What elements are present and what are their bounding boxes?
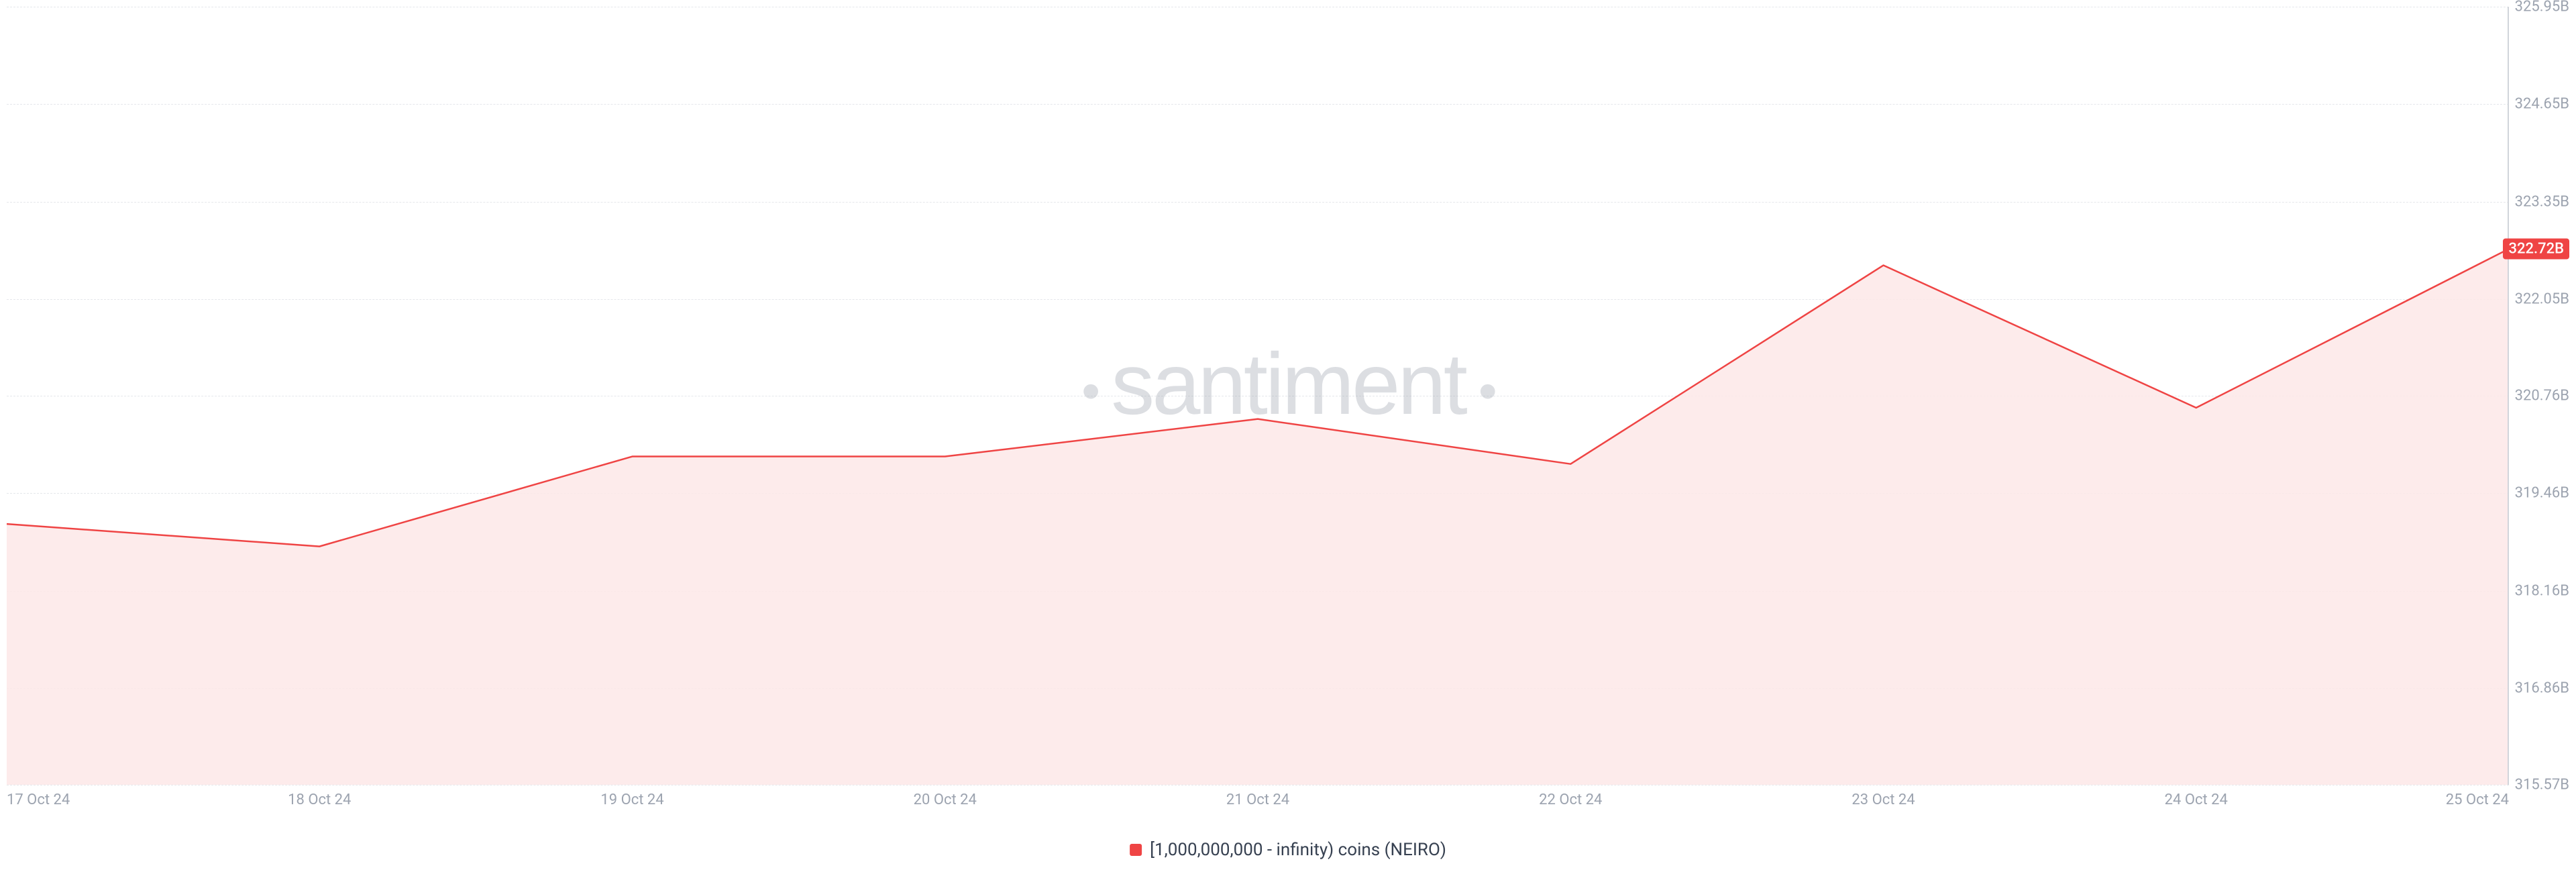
y-tick-label: 323.35B [2515,193,2569,210]
y-tick-label: 325.95B [2515,0,2569,15]
y-axis-labels: 315.57B316.86B318.16B319.46B320.76B322.0… [2509,7,2569,785]
y-tick-label: 324.65B [2515,96,2569,113]
legend: [1,000,000,000 - infinity) coins (NEIRO) [1130,840,1446,860]
x-tick-label: 24 Oct 24 [2165,792,2228,808]
y-tick-label: 319.46B [2515,485,2569,502]
x-tick-label: 22 Oct 24 [1539,792,1602,808]
x-tick-label: 20 Oct 24 [914,792,977,808]
x-tick-label: 19 Oct 24 [600,792,663,808]
y-tick-label: 320.76B [2515,388,2569,404]
legend-swatch [1130,844,1142,856]
x-axis-labels: 17 Oct 24 18 Oct 24 19 Oct 24 20 Oct 24 21 O… [7,792,2509,812]
x-tick-label: 25 Oct 24 [2446,792,2509,808]
current-value-badge: 322.72B [2503,238,2569,259]
plot-area[interactable] [7,7,2509,785]
x-tick-label: 21 Oct 24 [1226,792,1289,808]
current-value-text: 322.72B [2508,240,2564,257]
chart-container: 315.57B 316.86B 318.16B 319.46B 320.76B 322.0… [0,0,2576,872]
area-series [7,7,2509,785]
y-tick-label: 316.86B [2515,679,2569,696]
x-tick-label: 17 Oct 24 [7,792,70,808]
y-tick-label: 322.05B [2515,290,2569,307]
x-tick-label: 18 Oct 24 [288,792,351,808]
x-tick-label: 23 Oct 24 [1851,792,1915,808]
y-tick-label: 315.57B [2515,777,2569,794]
legend-label: [1,000,000,000 - infinity) coins (NEIRO) [1150,840,1446,860]
y-tick-label: 318.16B [2515,582,2569,599]
